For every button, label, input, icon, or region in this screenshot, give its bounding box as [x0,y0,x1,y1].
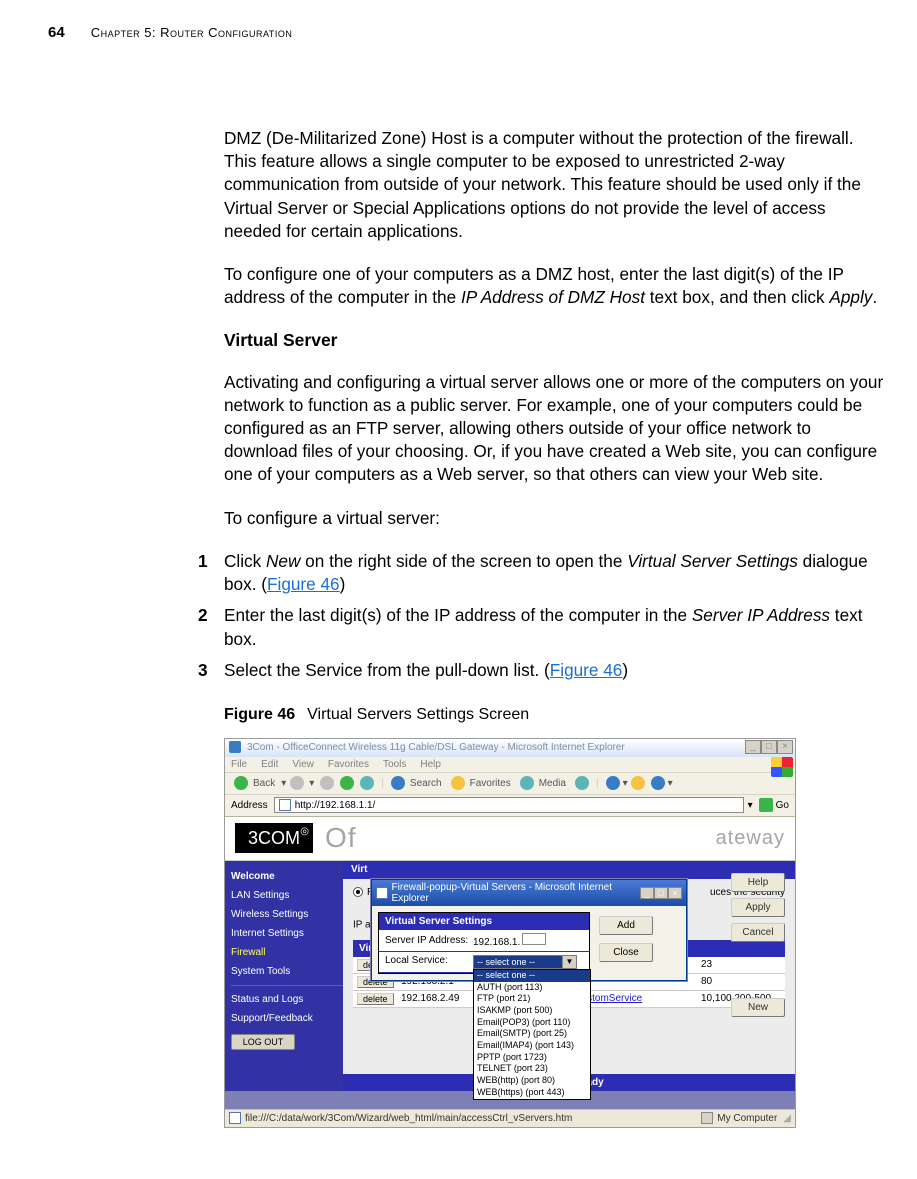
minimize-icon: _ [640,887,654,899]
nav-system-tools: System Tools [231,962,343,981]
paragraph-vs-intro: Activating and configuring a virtual ser… [224,371,884,487]
server-ip-input[interactable] [522,933,546,945]
popup-panel: Virtual Server Settings Server IP Addres… [378,912,590,974]
left-nav[interactable]: Welcome LAN Settings Wireless Settings I… [225,861,343,1091]
step-2: 2 Enter the last digit(s) of the IP addr… [224,604,884,650]
delete-button[interactable]: delete [357,993,394,1005]
screenshot-virtual-server-settings: 3Com - OfficeConnect Wireless 11g Cable/… [224,738,796,1128]
logout-button[interactable]: LOG OUT [231,1034,295,1050]
page-number: 64 [48,24,65,41]
dropdown-option[interactable]: TELNET (port 23) [474,1063,590,1075]
popup-panel-title: Virtual Server Settings [379,913,589,930]
step-3: 3 Select the Service from the pull-down … [224,659,884,682]
maximize-icon: □ [761,740,777,754]
local-service-row: Local Service: -- select one -- ▼ -- sel… [379,952,589,973]
favorites-icon [451,776,465,790]
apply-button[interactable]: Apply [731,898,785,917]
paragraph-vs-lead: To configure a virtual server: [224,507,884,530]
brand-header: 3COM Of ateway [225,817,795,861]
chapter-heading: Chapter 5: Router Configuration [91,25,293,40]
windows-logo-icon [771,757,793,777]
ie-toolbar[interactable]: Back▾ ▾ | Search Favorites Media | ▾ ▾ [225,773,795,795]
dropdown-option[interactable]: -- select one -- [474,970,590,982]
window-controls[interactable]: _□× [745,740,793,754]
edit-icon [651,776,665,790]
heading-virtual-server: Virtual Server [224,330,884,351]
nav-lan-settings: LAN Settings [231,886,343,905]
paragraph-dmz-intro: DMZ (De-Militarized Zone) Host is a comp… [224,127,884,243]
nav-support: Support/Feedback [231,1009,343,1028]
step-1: 1 Click New on the right side of the scr… [224,550,884,596]
figure-caption: Figure 46Virtual Servers Settings Screen [224,706,884,724]
refresh-icon [340,776,354,790]
mail-icon [606,776,620,790]
back-icon [234,776,248,790]
dropdown-option[interactable]: WEB(http) (port 80) [474,1075,590,1087]
maximize-icon: □ [654,887,668,899]
nav-firewall: Firewall [231,943,343,962]
add-button[interactable]: Add [599,916,653,935]
cancel-button[interactable]: Cancel [731,923,785,942]
nav-internet-settings: Internet Settings [231,924,343,943]
stop-icon [320,776,334,790]
help-button[interactable]: Help [731,873,785,892]
dropdown-option[interactable]: WEB(https) (port 443) [474,1087,590,1099]
dropdown-option[interactable]: ISAKMP (port 500) [474,1005,590,1017]
chevron-down-icon: ▼ [562,956,576,968]
local-service-dropdown[interactable]: -- select one -- ▼ -- select one -- AUTH… [473,955,577,969]
page-icon [279,799,291,811]
paragraph-dmz-howto: To configure one of your computers as a … [224,263,884,309]
minimize-icon: _ [745,740,761,754]
history-icon [575,776,589,790]
page-icon [376,887,388,899]
nav-welcome: Welcome [231,867,343,886]
page-icon [229,1112,241,1124]
dropdown-option[interactable]: FTP (port 21) [474,993,590,1005]
dropdown-menu: -- select one -- AUTH (port 113) FTP (po… [473,969,591,1100]
dropdown-option[interactable]: Email(POP3) (port 110) [474,1017,590,1029]
figure-ref-46[interactable]: Figure 46 [267,574,340,594]
nav-status-logs: Status and Logs [231,990,343,1009]
go-button[interactable]: Go [759,798,789,812]
media-icon [520,776,534,790]
close-button[interactable]: Close [599,943,653,962]
dropdown-option[interactable]: PPTP (port 1723) [474,1052,590,1064]
dropdown-option[interactable]: AUTH (port 113) [474,982,590,994]
dropdown-option[interactable]: Email(IMAP4) (port 143) [474,1040,590,1052]
popup-virtual-server-settings: Firewall-popup-Virtual Servers - Microso… [371,879,687,981]
radio-redirect[interactable] [353,887,363,897]
go-icon [759,798,773,812]
search-icon [391,776,405,790]
figure-ref-46b[interactable]: Figure 46 [550,660,623,680]
logo-3com: 3COM [235,823,313,853]
close-icon: × [668,887,682,899]
nav-wireless-settings: Wireless Settings [231,905,343,924]
ie-address-bar[interactable]: Address http://192.168.1.1/ ▾ Go [225,795,795,817]
dropdown-option[interactable]: Email(SMTP) (port 25) [474,1028,590,1040]
address-input: http://192.168.1.1/ [274,797,744,813]
ie-status-bar: file:///C:/data/work/3Com/Wizard/web_htm… [225,1109,795,1127]
ie-menu-bar[interactable]: FileEditViewFavoritesToolsHelp [225,757,795,773]
tab-strip[interactable]: Virt [343,861,795,879]
ie-title-bar: 3Com - OfficeConnect Wireless 11g Cable/… [225,739,795,757]
my-computer-icon [701,1112,713,1124]
home-icon [360,776,374,790]
forward-icon [290,776,304,790]
popup-title-bar: Firewall-popup-Virtual Servers - Microso… [372,880,686,906]
new-button[interactable]: New [731,998,785,1017]
popup-window-controls[interactable]: _□× [640,887,682,899]
close-icon: × [777,740,793,754]
server-ip-row: Server IP Address: 192.168.1. [379,930,589,952]
print-icon [631,776,645,790]
